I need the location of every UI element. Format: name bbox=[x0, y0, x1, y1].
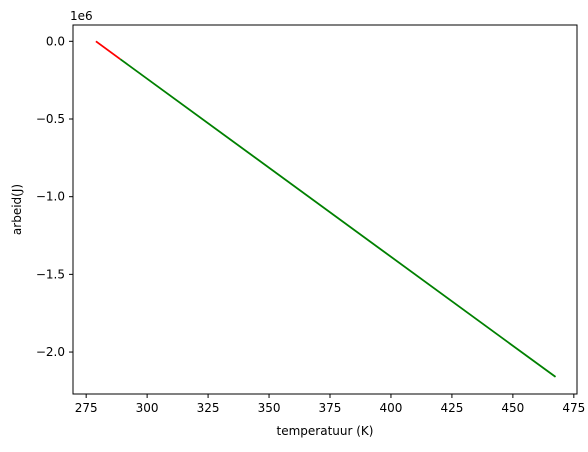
x-tick-label: 400 bbox=[380, 401, 403, 415]
series-line-2 bbox=[119, 58, 557, 378]
y-tick-label: −0.5 bbox=[36, 112, 65, 126]
y-tick-label: −2.0 bbox=[36, 345, 65, 359]
y-axis-offset-label: 1e6 bbox=[70, 9, 93, 23]
x-tick-label: 475 bbox=[562, 401, 585, 415]
x-tick-label: 275 bbox=[75, 401, 98, 415]
y-axis: 0.0 −0.5 −1.0 −1.5 −2.0 bbox=[36, 34, 73, 359]
x-tick-label: 375 bbox=[319, 401, 342, 415]
x-tick-label: 350 bbox=[258, 401, 281, 415]
series-line-1 bbox=[95, 40, 121, 60]
x-tick-label: 425 bbox=[440, 401, 463, 415]
plot-frame bbox=[72, 24, 578, 395]
x-axis: 275 300 325 350 375 400 425 450 475 bbox=[75, 394, 585, 415]
x-tick-label: 325 bbox=[197, 401, 220, 415]
series-layer bbox=[95, 40, 557, 378]
x-tick-label: 300 bbox=[136, 401, 159, 415]
y-tick-label: 0.0 bbox=[46, 34, 65, 48]
x-axis-label: temperatuur (K) bbox=[277, 424, 374, 438]
y-tick-label: −1.0 bbox=[36, 190, 65, 204]
y-tick-label: −1.5 bbox=[36, 267, 65, 281]
y-axis-label: arbeid(J) bbox=[10, 184, 24, 235]
x-tick-label: 450 bbox=[501, 401, 524, 415]
